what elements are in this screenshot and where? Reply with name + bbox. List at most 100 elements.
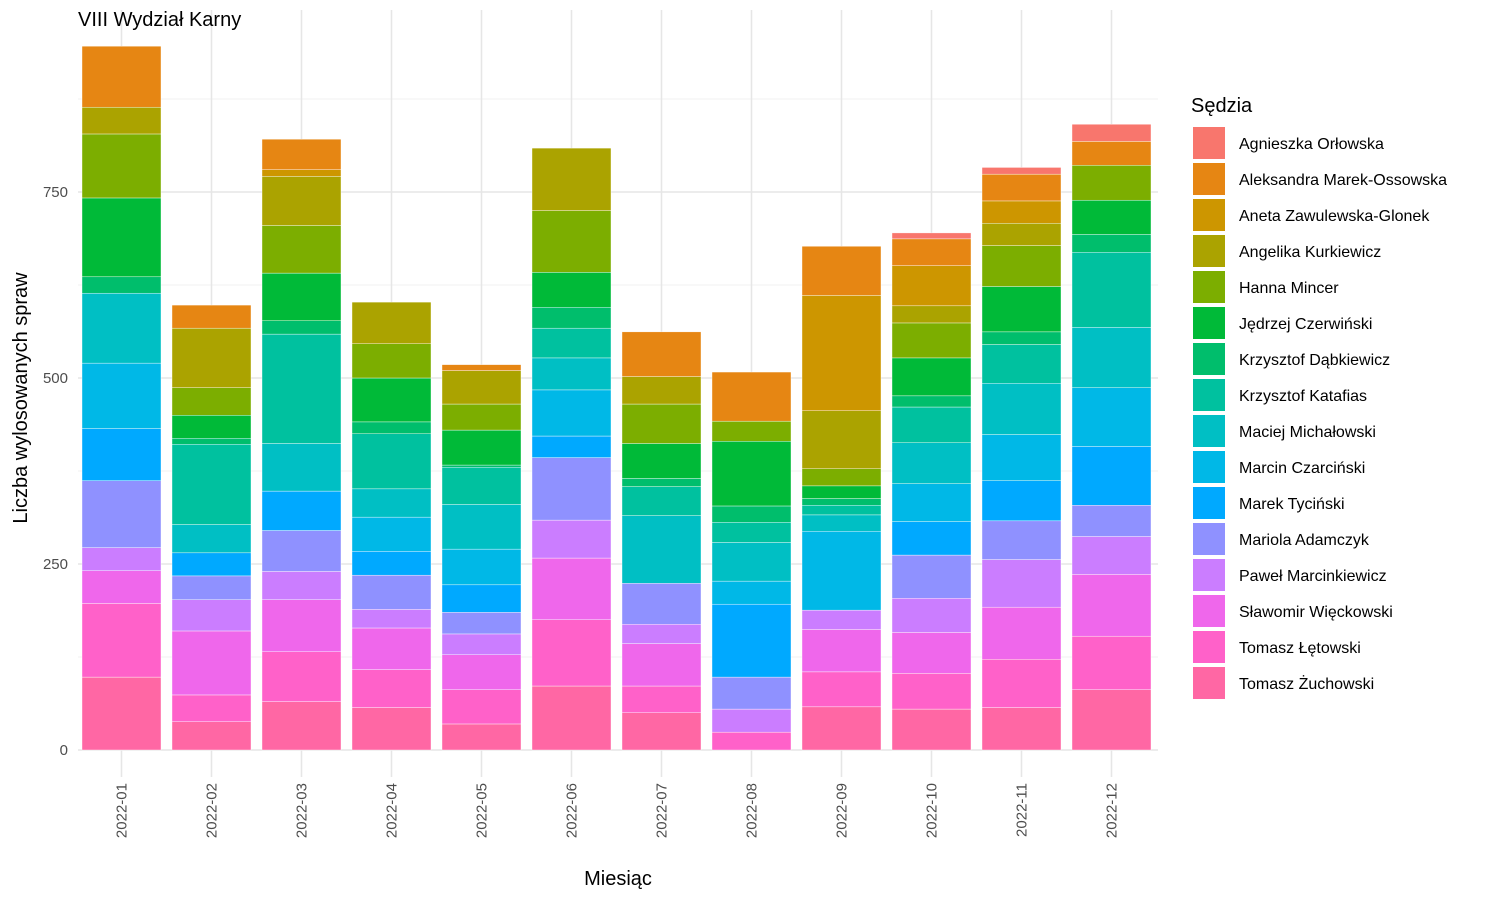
bar-segment <box>351 421 432 434</box>
x-tick-label: 2022-06 <box>564 783 581 838</box>
bar-segment <box>81 197 162 278</box>
x-tick-label: 2022-04 <box>384 783 401 838</box>
bar-segment <box>981 559 1062 608</box>
bar-segment <box>891 322 972 359</box>
x-tick-label: 2022-12 <box>1104 783 1121 838</box>
x-axis-title: Miesiąc <box>584 868 652 890</box>
bar-segment <box>441 364 522 371</box>
bar-segment <box>621 331 702 377</box>
bar-segment <box>81 276 162 294</box>
bar-segment <box>171 694 252 722</box>
legend-label: Agnieszka Orłowska <box>1239 136 1384 153</box>
y-tick-label: 250 <box>43 556 68 573</box>
bar-segment <box>81 603 162 678</box>
bar-segment <box>981 606 1062 660</box>
bar-segment <box>891 395 972 408</box>
legend-label: Aleksandra Marek-Ossowska <box>1239 172 1447 189</box>
bar-segment <box>351 377 432 423</box>
bar-segment <box>441 403 522 431</box>
bar-segment <box>81 570 162 604</box>
bar-segment <box>441 467 522 505</box>
x-tick-labels: 2022-01 2022-02 2022-03 2022-04 2022-05 2022-… <box>114 783 1121 838</box>
bar-segment <box>621 583 702 625</box>
bar-segment <box>801 485 882 499</box>
bar-segment <box>351 433 432 490</box>
bar-segment <box>801 246 882 296</box>
bar-segment <box>801 706 882 751</box>
legend-swatch <box>1193 307 1225 339</box>
bar-segment <box>351 627 432 670</box>
bar-segment <box>441 723 522 751</box>
legend-swatch <box>1193 235 1225 267</box>
x-tick-label: 2022-02 <box>204 783 221 838</box>
bar-segment <box>531 519 612 559</box>
legend-items: Agnieszka Orłowska Aleksandra Marek-Ossow… <box>1193 127 1447 699</box>
bar-segment <box>81 547 162 571</box>
y-tick-labels: 0 250 500 750 <box>43 184 68 759</box>
bar-segment <box>261 272 342 321</box>
bar-segment <box>621 624 702 644</box>
bar-segment <box>441 548 522 586</box>
bar-segment <box>981 480 1062 522</box>
legend-swatch <box>1193 415 1225 447</box>
bar-segment <box>981 434 1062 481</box>
legend-swatch <box>1193 163 1225 195</box>
bar-segment <box>531 307 612 329</box>
bar-segment <box>891 265 972 307</box>
bar-segment <box>171 599 252 632</box>
bar-segment <box>801 514 882 532</box>
legend-label: Marek Tyciński <box>1239 496 1345 513</box>
bar-segment <box>261 169 342 177</box>
bar-segment <box>621 685 702 713</box>
bar-segment <box>261 176 342 226</box>
bar-segment <box>441 612 522 635</box>
bar-segment <box>621 376 702 405</box>
bar-segment <box>81 362 162 429</box>
legend-swatch <box>1193 271 1225 303</box>
bar-segment <box>981 344 1062 384</box>
bar-segment <box>891 554 972 599</box>
bar-segment <box>351 301 432 344</box>
bar-segment <box>261 701 342 751</box>
bar-segment <box>261 530 342 572</box>
bar-segment <box>711 731 792 751</box>
bar-segment <box>171 438 252 445</box>
bar-segment <box>171 575 252 600</box>
bar-segment <box>891 442 972 484</box>
bar-segment <box>441 654 522 690</box>
bar-segment <box>1071 387 1152 447</box>
bar-segment <box>801 629 882 673</box>
legend-label: Krzysztof Katafias <box>1239 388 1367 405</box>
bar-segment <box>441 689 522 725</box>
legend-label: Krzysztof Dąbkiewicz <box>1239 352 1390 369</box>
x-tick-label: 2022-11 <box>1014 783 1031 837</box>
bar-segment <box>1071 141 1152 166</box>
bar-segment <box>171 444 252 525</box>
bar-segment <box>1071 536 1152 575</box>
bar-segment <box>351 574 432 610</box>
bar-segment <box>711 542 792 582</box>
bar-segment <box>81 133 162 199</box>
bar-segment <box>711 708 792 733</box>
bar-segment <box>351 707 432 751</box>
bar-segment <box>81 676 162 751</box>
bar-segment <box>171 524 252 554</box>
bar-segment <box>621 712 702 751</box>
bar-segment <box>531 557 612 620</box>
bar-segment <box>171 552 252 577</box>
bar-segment <box>1071 446 1152 506</box>
bar-segment <box>801 671 882 708</box>
x-tick-label: 2022-03 <box>294 783 311 838</box>
y-tick-label: 750 <box>43 184 68 201</box>
bar-segment <box>441 504 522 550</box>
bar-segment <box>81 428 162 481</box>
bar-segment <box>981 286 1062 333</box>
bar-segment <box>441 633 522 655</box>
bar-segment <box>351 516 432 552</box>
bars-layer <box>81 45 1152 751</box>
bar-segment <box>891 673 972 710</box>
bar-segment <box>261 320 342 335</box>
bar-segment <box>531 357 612 391</box>
x-tick-label: 2022-07 <box>654 783 671 838</box>
bar-segment <box>801 498 882 506</box>
